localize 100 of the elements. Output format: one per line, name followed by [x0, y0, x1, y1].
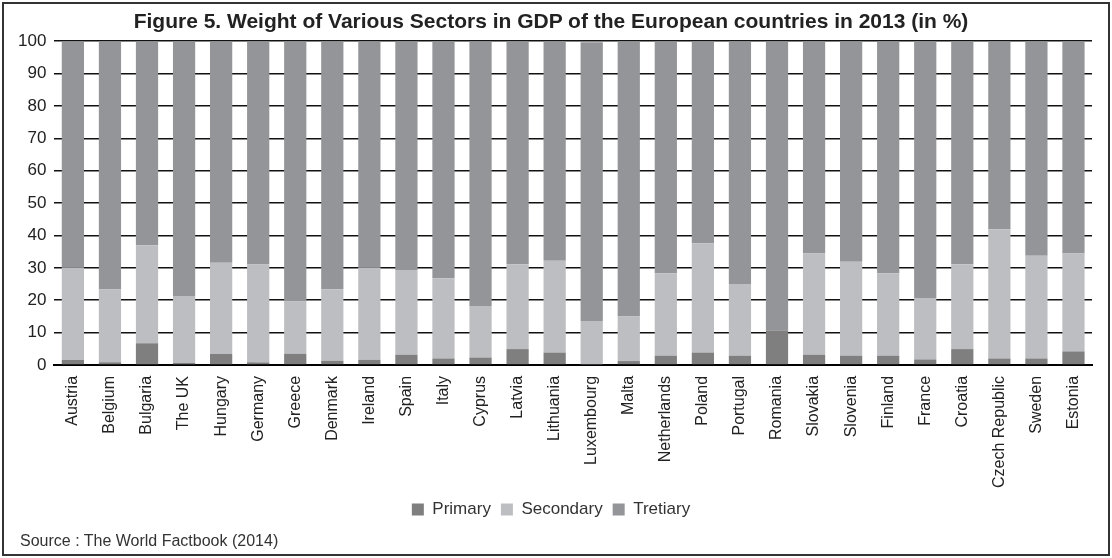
x-tick-label: Greece: [285, 375, 303, 429]
bar: [988, 229, 1011, 359]
bar: [469, 41, 492, 307]
source-note: Source : The World Factbook (2014): [20, 532, 279, 550]
bar: [840, 355, 863, 365]
x-tick-label: Lithuania: [545, 375, 563, 441]
bar: [98, 41, 122, 290]
bar: [988, 358, 1011, 365]
legend-label: Primary: [432, 499, 492, 519]
bar: [321, 289, 344, 361]
y-tick-label: 60: [27, 160, 47, 180]
bar: [1025, 358, 1048, 365]
bar: [284, 353, 307, 365]
x-tick-label: Croatia: [952, 375, 970, 428]
legend-label: Secondary: [521, 499, 604, 519]
bar: [802, 41, 826, 254]
bar: [543, 352, 566, 365]
bar: [1025, 41, 1048, 256]
bar: [691, 41, 714, 244]
bar: [469, 357, 492, 365]
x-tick-label: Belgium: [100, 375, 118, 434]
y-tick-label: 70: [27, 128, 47, 148]
bar: [135, 343, 159, 365]
bar: [172, 295, 196, 363]
y-tick-label: 10: [27, 322, 47, 342]
bar: [432, 41, 455, 279]
bar: [691, 352, 714, 365]
bar: [395, 41, 418, 271]
bar: [543, 41, 566, 261]
bar: [988, 41, 1011, 230]
x-tick-label: France: [915, 375, 933, 426]
y-tick-label: 50: [27, 192, 47, 212]
bar: [654, 273, 677, 356]
bar: [506, 41, 529, 265]
x-tick-label: Germany: [248, 375, 266, 442]
bar: [284, 41, 307, 302]
x-tick-label: Ireland: [359, 375, 377, 425]
bar: [61, 360, 85, 365]
y-tick-label: 40: [27, 225, 47, 245]
bar: [61, 41, 85, 268]
bar: [914, 359, 937, 365]
bar: [543, 260, 566, 353]
x-tick-label: Spain: [396, 375, 414, 417]
x-tick-label: Poland: [693, 375, 711, 426]
x-tick-label: Hungary: [211, 375, 229, 437]
x-tick-label: Estonia: [1063, 375, 1081, 430]
x-tick-label: Cyprus: [470, 375, 488, 427]
bar: [951, 41, 974, 265]
x-tick-label: Denmark: [322, 374, 340, 441]
bar: [765, 41, 789, 331]
legend-label: Tretiary: [633, 499, 691, 519]
bar: [914, 297, 937, 360]
bar: [1025, 255, 1048, 359]
bar: [1062, 41, 1085, 254]
x-tick-label: Bulgaria: [137, 375, 155, 435]
bar: [617, 41, 640, 317]
x-tick-label: The UK: [174, 375, 192, 431]
bar: [395, 270, 418, 355]
bar: [432, 358, 455, 365]
chart-title: Figure 5. Weight of Various Sectors in GDP of the European countries in 2013 (in %): [133, 9, 969, 33]
bar: [247, 264, 270, 363]
bar: [654, 355, 677, 365]
x-tick-label: Italy: [433, 375, 451, 406]
x-tick-label: Slovenia: [841, 375, 859, 438]
bar: [877, 273, 900, 356]
bar: [61, 267, 85, 361]
bar: [802, 354, 826, 365]
x-tick-label: Austria: [63, 375, 81, 426]
bar: [691, 243, 714, 353]
bar: [135, 245, 159, 344]
y-tick-label: 0: [36, 354, 47, 374]
bar: [321, 41, 344, 290]
y-tick-label: 80: [27, 95, 47, 115]
x-tick-label: Slovakia: [804, 375, 822, 437]
bar: [210, 262, 233, 354]
bar: [951, 349, 974, 365]
bar: [210, 41, 233, 263]
y-tick-label: 30: [27, 257, 47, 277]
bar: [395, 354, 418, 365]
bar: [877, 41, 900, 274]
y-tick-label: 20: [27, 289, 47, 309]
bar: [506, 349, 529, 365]
x-tick-label: Latvia: [508, 375, 525, 419]
bar: [358, 267, 381, 360]
bar: [247, 41, 270, 265]
bar: [951, 264, 974, 350]
bar: [617, 316, 640, 362]
x-tick-label: Malta: [619, 375, 637, 416]
bar: [654, 41, 677, 274]
bar: [580, 42, 603, 321]
bar: [1062, 351, 1085, 365]
bar: [210, 353, 233, 365]
bar: [617, 361, 640, 365]
bar: [172, 41, 196, 296]
x-tick-label: Portugal: [730, 375, 748, 436]
bar: [135, 41, 159, 246]
bar: [728, 41, 752, 285]
bar: [877, 355, 900, 365]
bar: [765, 330, 789, 365]
bar: [728, 284, 752, 356]
